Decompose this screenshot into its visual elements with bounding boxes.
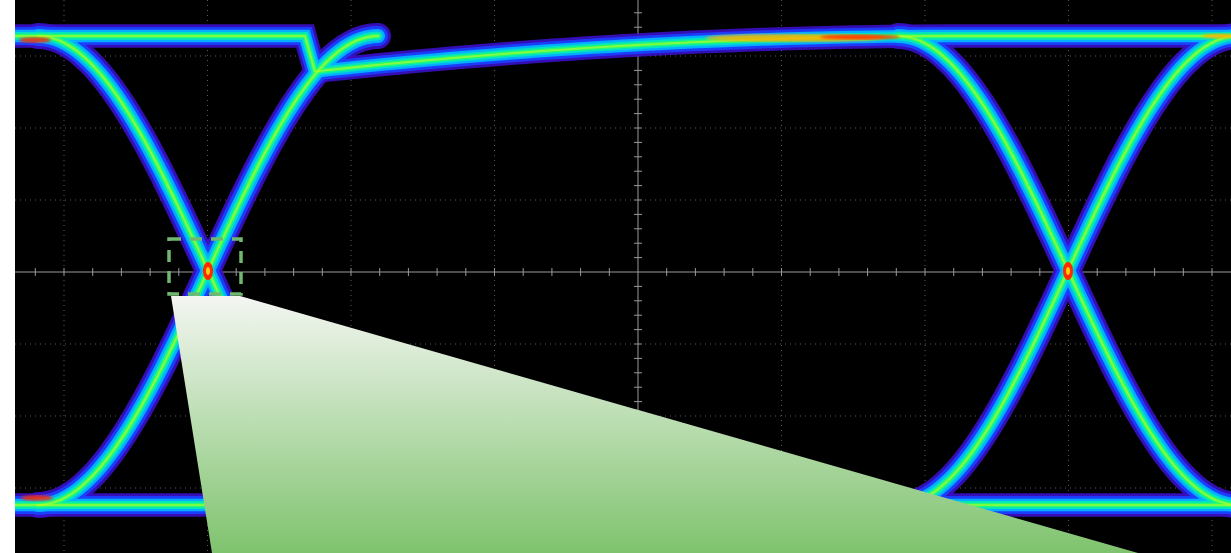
rail-hotspot [1202,33,1231,39]
rail-hotspot [19,37,51,43]
rail-hotspot [820,34,900,40]
eye-crossing-core [206,267,210,275]
rail-hotspot [21,495,53,501]
eye-diagram-plot [15,0,1231,553]
eye-crossing-core [1066,267,1070,275]
oscilloscope-screen [15,0,1231,553]
rail-high [15,35,1231,73]
